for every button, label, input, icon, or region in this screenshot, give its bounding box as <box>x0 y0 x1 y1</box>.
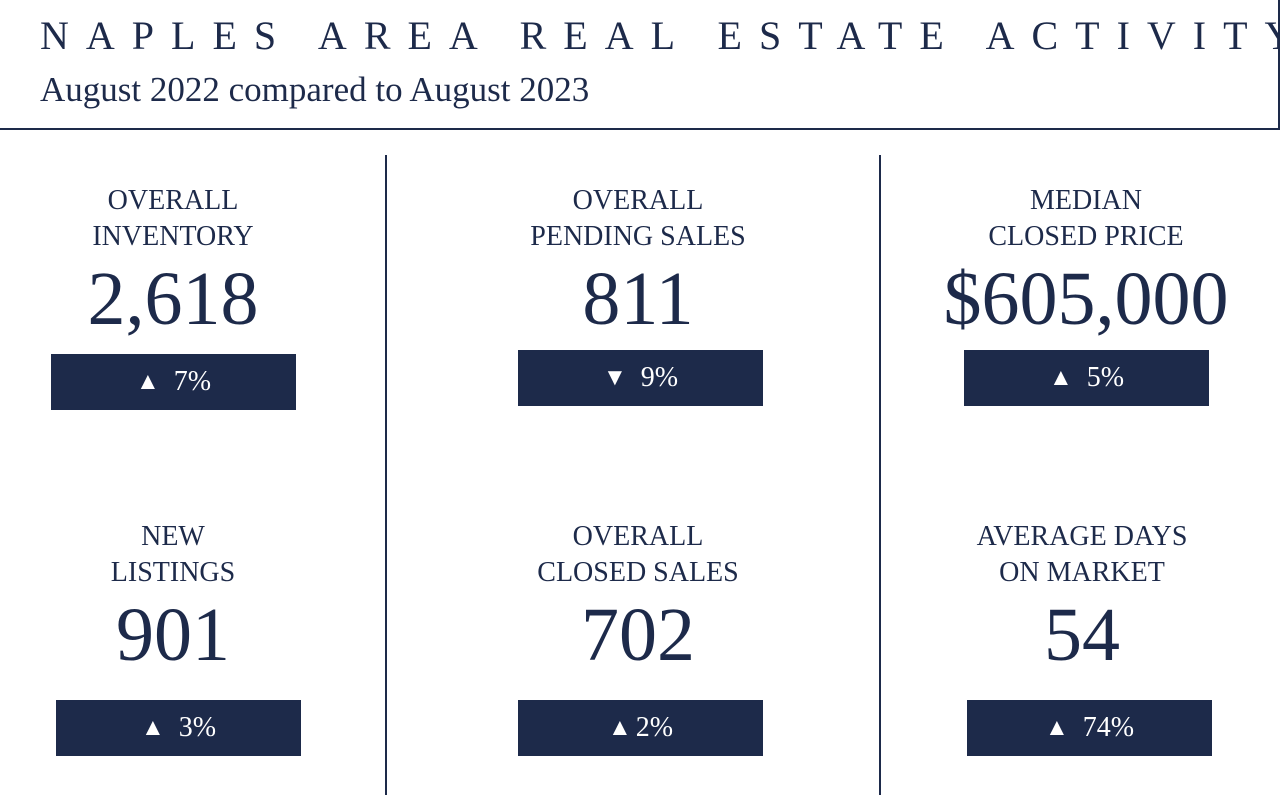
column-divider-right <box>879 155 881 795</box>
change-badge-new-listings: ▲ 3% <box>56 700 301 756</box>
stat-label: OVERALL CLOSED SALES <box>458 519 818 591</box>
stat-label: OVERALL PENDING SALES <box>458 183 818 255</box>
stat-value: 54 <box>1044 593 1120 677</box>
stat-label: MEDIAN CLOSED PRICE <box>906 183 1266 255</box>
change-value: 2% <box>635 712 674 743</box>
stat-value: 2,618 <box>87 257 259 341</box>
change-value: 7% <box>173 366 212 397</box>
stat-label: NEW LISTINGS <box>0 519 353 591</box>
stat-label-line2: LISTINGS <box>110 557 236 588</box>
stat-label-line1: OVERALL <box>107 185 239 216</box>
stat-value: 702 <box>581 593 695 677</box>
change-value: 5% <box>1086 362 1125 393</box>
column-divider-left <box>385 155 387 795</box>
header-border-right <box>1278 0 1280 130</box>
stat-label: AVERAGE DAYS ON MARKET <box>902 519 1262 591</box>
stat-label-line1: AVERAGE DAYS <box>976 521 1188 552</box>
page-subtitle: August 2022 compared to August 2023 <box>40 70 590 109</box>
change-badge-overall-pending-sales: ▼ 9% <box>518 350 763 406</box>
stat-value: $605,000 <box>943 257 1229 341</box>
stat-label-line1: MEDIAN <box>1030 185 1142 216</box>
change-badge-overall-closed-sales: ▲ 2% <box>518 700 763 756</box>
arrow-up-icon: ▲ <box>140 715 165 741</box>
stat-label-line1: NEW <box>141 521 205 552</box>
arrow-up-icon: ▲ <box>1048 365 1073 391</box>
arrow-down-icon: ▼ <box>602 365 627 391</box>
arrow-up-icon: ▲ <box>1044 715 1069 741</box>
stat-label: OVERALL INVENTORY <box>0 183 353 255</box>
stat-overall-pending-sales: OVERALL PENDING SALES 811 <box>458 183 818 339</box>
change-value: 3% <box>178 712 217 743</box>
stat-value: 811 <box>582 257 694 341</box>
change-value: 9% <box>640 362 679 393</box>
stat-label-line2: CLOSED PRICE <box>988 221 1184 252</box>
page-title: NAPLES AREA REAL ESTATE ACTIVITY <box>40 13 1280 58</box>
arrow-up-icon: ▲ <box>135 369 160 395</box>
change-value: 74% <box>1082 712 1135 743</box>
stat-label-line2: ON MARKET <box>999 557 1165 588</box>
change-badge-median-closed-price: ▲ 5% <box>964 350 1209 406</box>
stat-overall-closed-sales: OVERALL CLOSED SALES 702 <box>458 519 818 675</box>
stat-overall-inventory: OVERALL INVENTORY 2,618 <box>0 183 353 339</box>
stat-value: 901 <box>116 593 230 677</box>
stat-label-line1: OVERALL <box>572 521 704 552</box>
stat-average-days-on-market: AVERAGE DAYS ON MARKET 54 <box>902 519 1262 675</box>
stat-median-closed-price: MEDIAN CLOSED PRICE $605,000 <box>906 183 1266 339</box>
change-badge-average-days-on-market: ▲ 74% <box>967 700 1212 756</box>
change-badge-overall-inventory: ▲ 7% <box>51 354 296 410</box>
stat-label-line1: OVERALL <box>572 185 704 216</box>
stat-label-line2: INVENTORY <box>92 221 254 252</box>
stat-new-listings: NEW LISTINGS 901 <box>0 519 353 675</box>
stat-label-line2: PENDING SALES <box>530 221 746 252</box>
report-header: NAPLES AREA REAL ESTATE ACTIVITY August … <box>0 0 1280 130</box>
arrow-up-icon: ▲ <box>607 715 632 741</box>
stat-label-line2: CLOSED SALES <box>537 557 739 588</box>
